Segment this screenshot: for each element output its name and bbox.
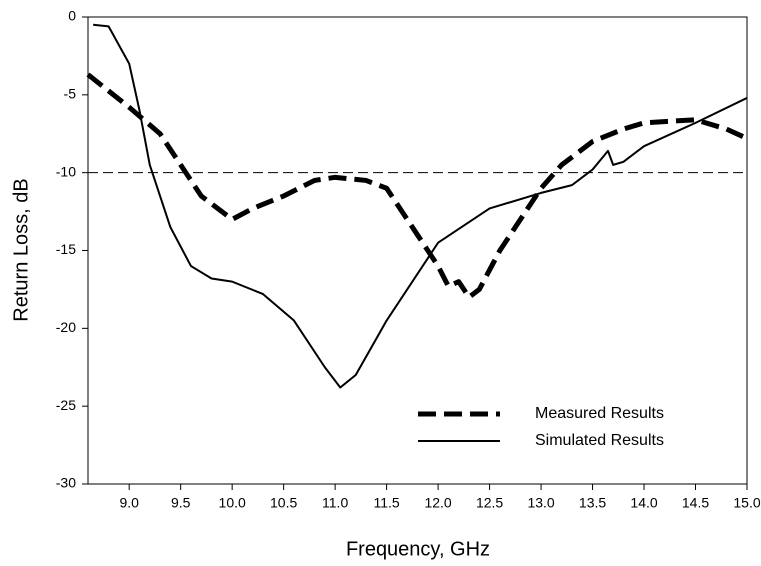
x-tick-label: 9.0 [119, 495, 139, 511]
line-series [86, 72, 749, 300]
x-tick-label: 11.0 [322, 495, 348, 511]
x-tick-label: 14.5 [682, 495, 709, 511]
x-tick-label: 10.0 [219, 495, 246, 511]
y-tick-label: -25 [56, 397, 76, 413]
x-tick-label: 9.5 [171, 495, 191, 511]
x-axis-title: Frequency, GHz [346, 538, 490, 560]
x-tick-label: 12.5 [476, 495, 503, 511]
legend-label: Simulated Results [535, 432, 664, 449]
x-tick-label: 10.5 [270, 495, 297, 511]
y-axis-title: Return Loss, dB [10, 178, 32, 321]
y-tick-label: 0 [68, 8, 76, 24]
line-series [93, 23, 748, 389]
legend-label: Measured Results [535, 405, 664, 422]
x-tick-label: 15.0 [733, 495, 760, 511]
y-tick-label: -15 [56, 241, 76, 257]
x-tick-label: 14.0 [630, 495, 657, 511]
x-tick-label: 13.5 [579, 495, 606, 511]
x-tick-label: 12.0 [424, 495, 451, 511]
x-tick-label: 13.0 [527, 495, 554, 511]
y-tick-label: -5 [64, 86, 77, 102]
y-tick-label: -30 [56, 475, 76, 491]
x-tick-label: 11.5 [374, 495, 400, 511]
y-tick-label: -20 [56, 319, 76, 335]
y-tick-label: -10 [56, 163, 76, 179]
